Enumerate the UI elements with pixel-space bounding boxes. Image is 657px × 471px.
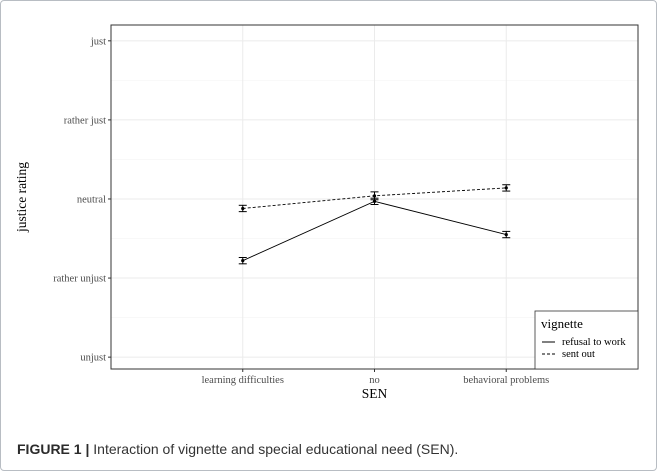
- x-tick-label: behavioral problems: [463, 375, 549, 386]
- y-tick-label: unjust: [80, 353, 106, 364]
- caption-text: Interaction of vignette and special educ…: [89, 441, 459, 457]
- axis-ticks: unjust rather unjust neutral rather just jus…: [53, 36, 549, 386]
- x-tick-label: learning difficulties: [202, 375, 284, 386]
- legend: vignette refusal to work sent out: [534, 310, 639, 370]
- figure-caption: FIGURE 1 | Interaction of vignette and s…: [17, 441, 647, 457]
- series-layer: [238, 184, 511, 265]
- y-tick-label: neutral: [77, 194, 106, 205]
- y-tick-label: rather just: [64, 115, 106, 126]
- data-point-sent-out: [372, 194, 377, 198]
- x-axis-title: SEN: [362, 386, 388, 401]
- data-point-refusal-to-work: [372, 199, 377, 203]
- legend-label-sent-out: sent out: [562, 349, 595, 360]
- y-tick-label: just: [90, 36, 106, 47]
- data-point-refusal-to-work: [504, 232, 508, 237]
- x-tick-label: no: [369, 375, 380, 386]
- legend-title: vignette: [541, 316, 583, 331]
- data-point-sent-out: [504, 186, 508, 190]
- caption-label: FIGURE 1 |: [17, 441, 90, 457]
- legend-label-refusal-to-work: refusal to work: [562, 337, 626, 348]
- legend-box: [534, 310, 639, 370]
- y-tick-label: rather unjust: [53, 274, 106, 285]
- y-axis-title: justice rating: [14, 162, 29, 233]
- data-point-sent-out: [241, 206, 245, 211]
- data-point-refusal-to-work: [241, 259, 245, 263]
